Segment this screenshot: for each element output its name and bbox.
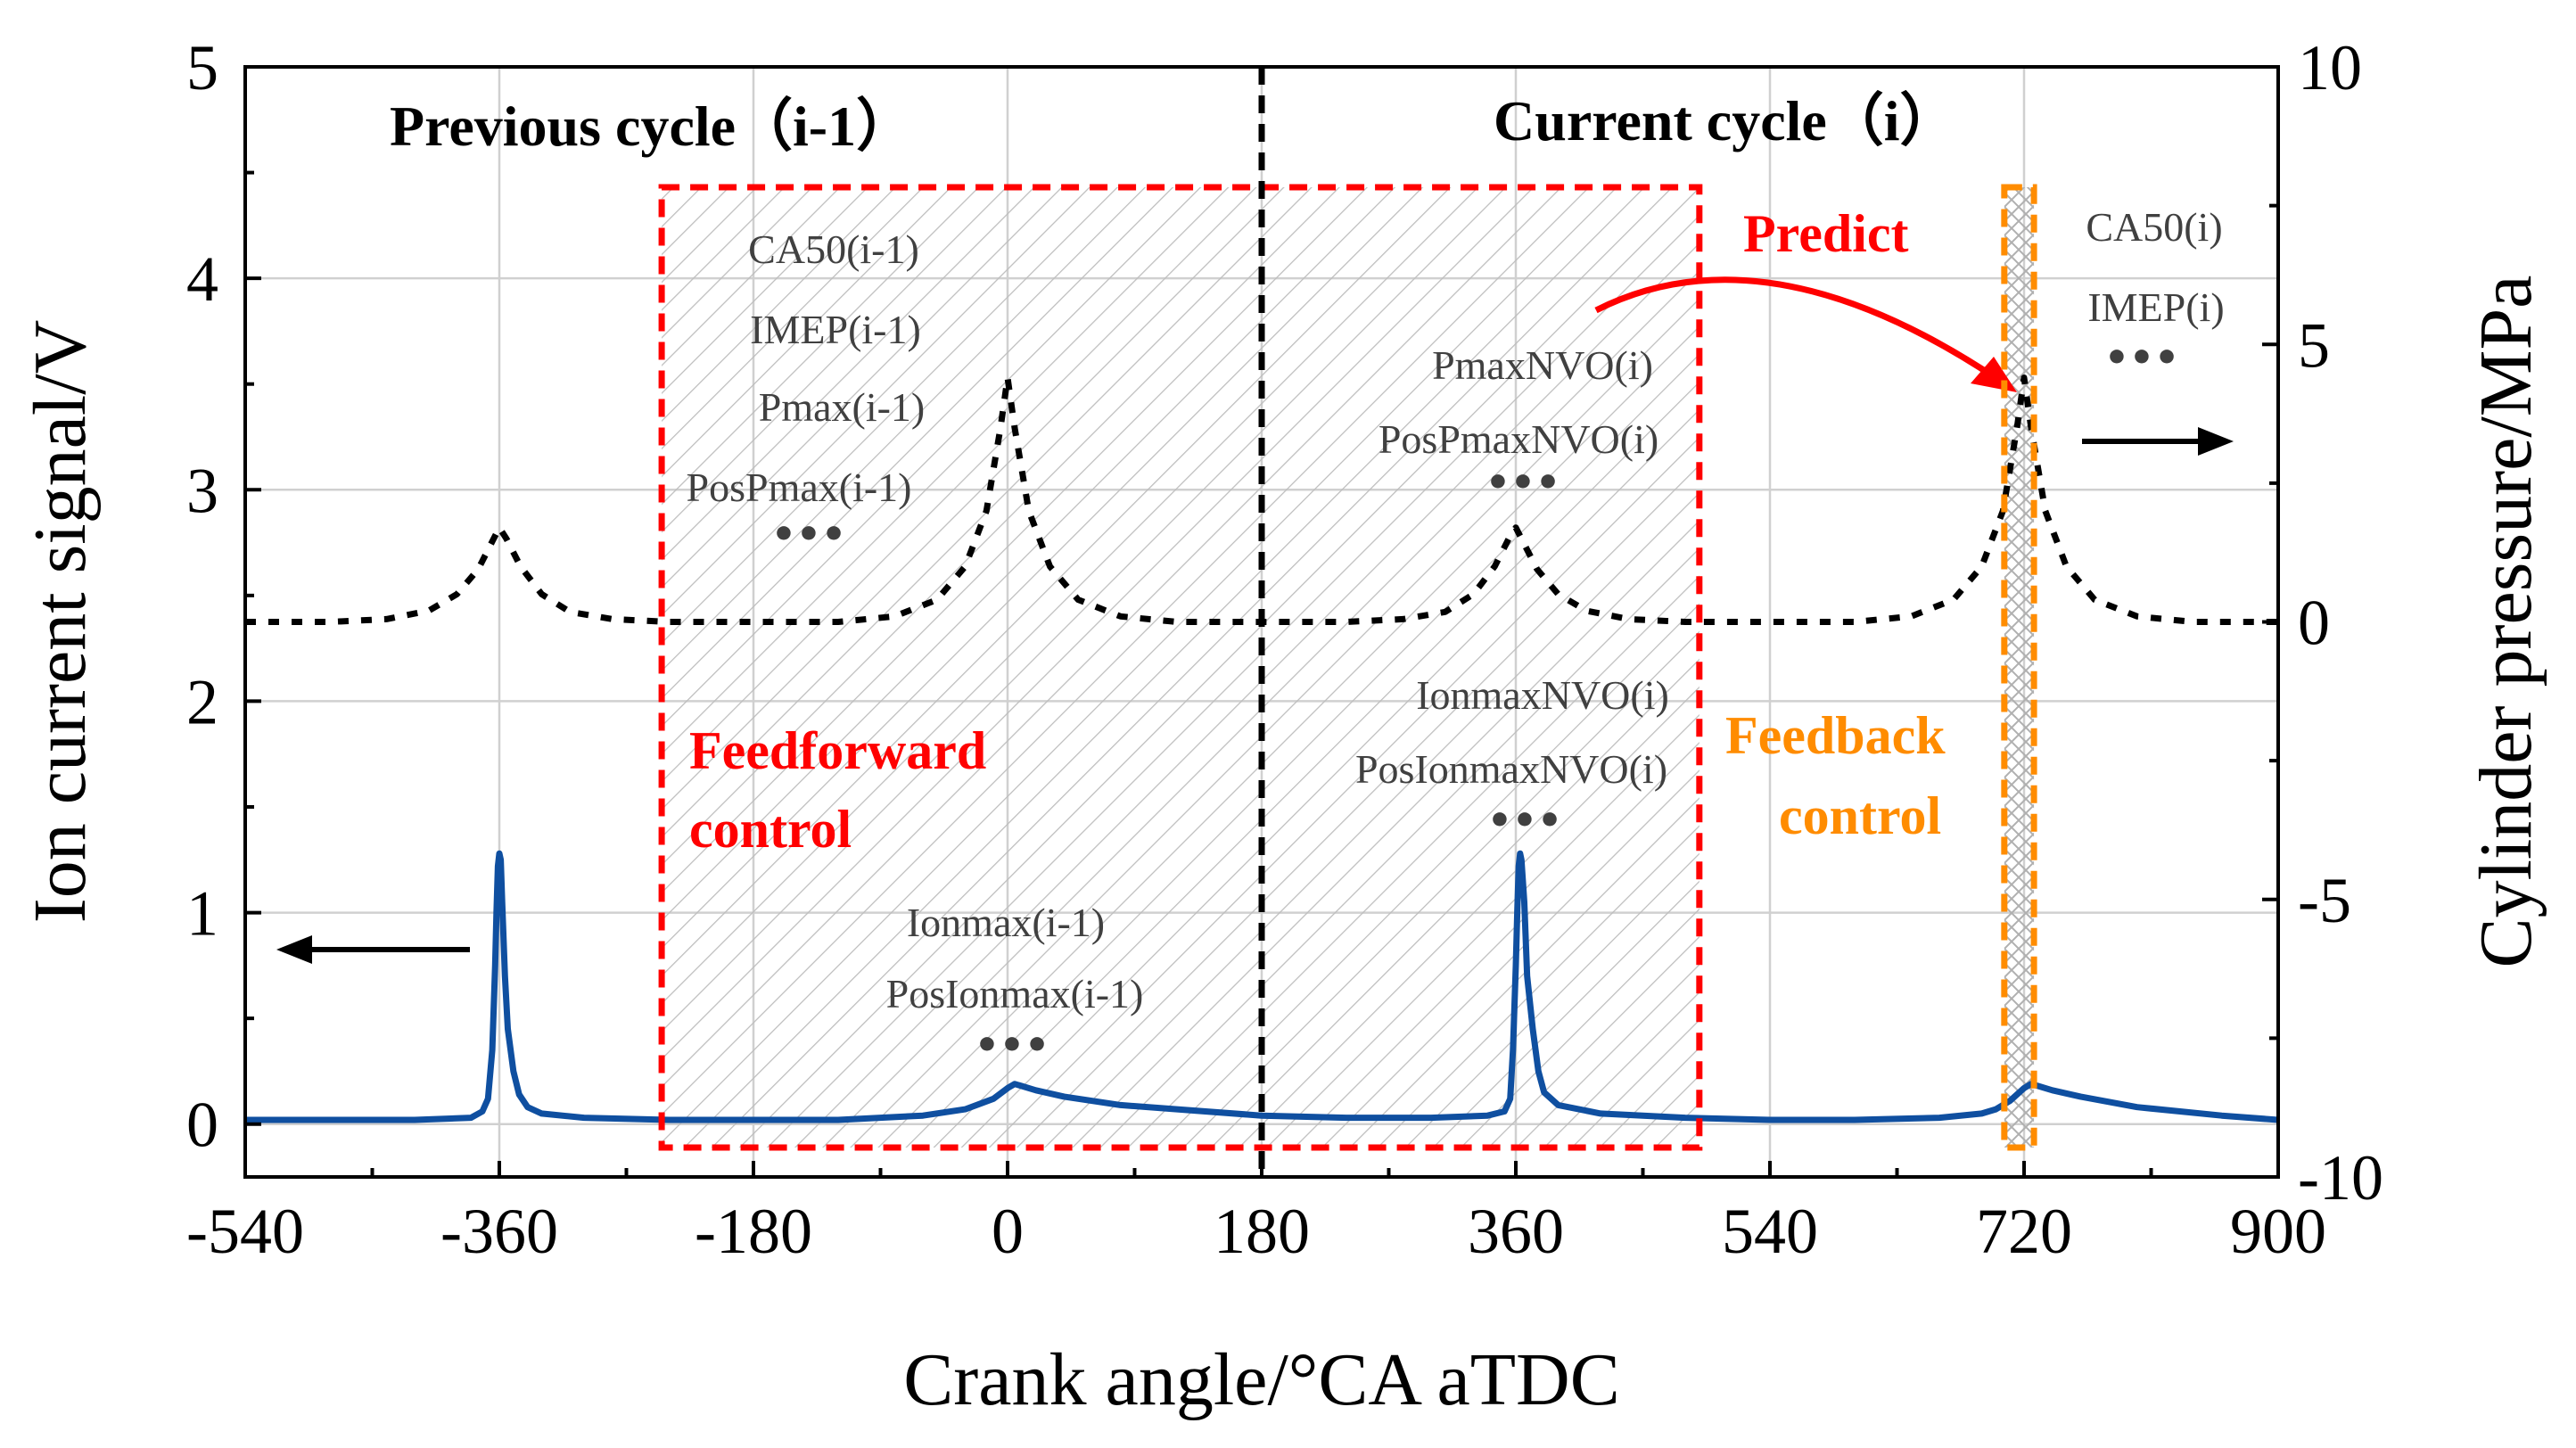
prev-params-ellipsis: ••• — [771, 512, 846, 557]
y-left-tick-label: 0 — [186, 1090, 218, 1161]
nvo-ion-posionmaxnvo: PosIonmaxNVO(i) — [1355, 746, 1667, 792]
y-left-tick-label: 4 — [186, 243, 218, 315]
y-right-tick-label: -5 — [2298, 865, 2351, 936]
y-left-axis-title: Ion current signal/V — [19, 320, 102, 923]
left-axis-indicator-arrowhead — [276, 935, 312, 964]
axis-ticks: -540 -360 -180 0 180 360 540 720 900 0 1 2 3 4 5 -10 -5 0… — [186, 32, 2383, 1267]
feedback-region-fill — [2004, 187, 2035, 1148]
prev-param-pmax: Pmax(i-1) — [759, 384, 926, 430]
feedforward-region-border — [658, 184, 1703, 1151]
feedforward-label-line1: Feedforward — [689, 721, 986, 780]
x-tick-label: 900 — [2230, 1196, 2326, 1267]
series-line-ion-current — [245, 850, 2278, 1123]
y-left-tick-label: 2 — [186, 666, 218, 737]
x-tick-label: -360 — [440, 1196, 558, 1267]
y-right-tick-label: -10 — [2298, 1142, 2383, 1214]
current-cycle-label: Current cycle（i） — [1494, 89, 1957, 152]
x-tick-label: 720 — [1976, 1196, 2072, 1267]
annotations: Previous cycle（i-1） Current cycle（i） CA5… — [276, 89, 2234, 1068]
prev-param-ca50: CA50(i-1) — [748, 226, 919, 272]
y-right-tick-label: 5 — [2298, 309, 2330, 381]
prev-ion-posionmax: PosIonmax(i-1) — [886, 971, 1144, 1016]
feedback-region-border — [2001, 184, 2037, 1151]
right-axis-indicator-arrowhead — [2198, 427, 2234, 456]
x-tick-label: -540 — [186, 1196, 304, 1267]
prev-ion-ionmax: Ionmax(i-1) — [907, 900, 1105, 945]
x-axis-title: Crank angle/°CA aTDC — [903, 1338, 1619, 1421]
nvo-param-pospmaxnvo: PosPmaxNVO(i) — [1379, 416, 1658, 462]
current-param-imep: IMEP(i) — [2087, 284, 2224, 330]
previous-cycle-label: Previous cycle（i-1） — [390, 95, 913, 158]
feedback-label-line1: Feedback — [1725, 706, 1946, 765]
x-tick-label: 180 — [1214, 1196, 1310, 1267]
nvo-param-pmaxnvo: PmaxNVO(i) — [1432, 342, 1653, 388]
feedforward-label-line2: control — [689, 800, 852, 859]
y-right-axis-title: Cylinder pressure/MPa — [2465, 276, 2547, 968]
y-left-tick-label: 1 — [186, 878, 218, 950]
predict-label: Predict — [1743, 204, 1908, 263]
prev-param-imep: IMEP(i-1) — [750, 307, 921, 352]
current-params-ellipsis: ••• — [2104, 335, 2179, 381]
feedback-label-line2: control — [1779, 786, 1941, 845]
x-tick-label: 540 — [1722, 1196, 1818, 1267]
x-tick-label: 360 — [1468, 1196, 1564, 1267]
current-param-ca50: CA50(i) — [2086, 204, 2222, 250]
y-left-tick-label: 3 — [186, 455, 218, 526]
y-right-tick-label: 0 — [2298, 588, 2330, 659]
nvo-ion-ionmaxnvo: IonmaxNVO(i) — [1416, 672, 1669, 718]
y-left-tick-label: 5 — [186, 32, 218, 103]
predict-arrow — [1594, 276, 1999, 382]
prev-ion-ellipsis: ••• — [975, 1023, 1049, 1068]
y-right-tick-label: 10 — [2298, 32, 2362, 103]
x-tick-label: 0 — [992, 1196, 1024, 1267]
prev-param-pospmax: PosPmax(i-1) — [687, 465, 912, 510]
nvo-pressure-ellipsis: ••• — [1486, 460, 1560, 506]
nvo-ion-ellipsis: ••• — [1487, 798, 1562, 843]
x-tick-label: -180 — [695, 1196, 812, 1267]
